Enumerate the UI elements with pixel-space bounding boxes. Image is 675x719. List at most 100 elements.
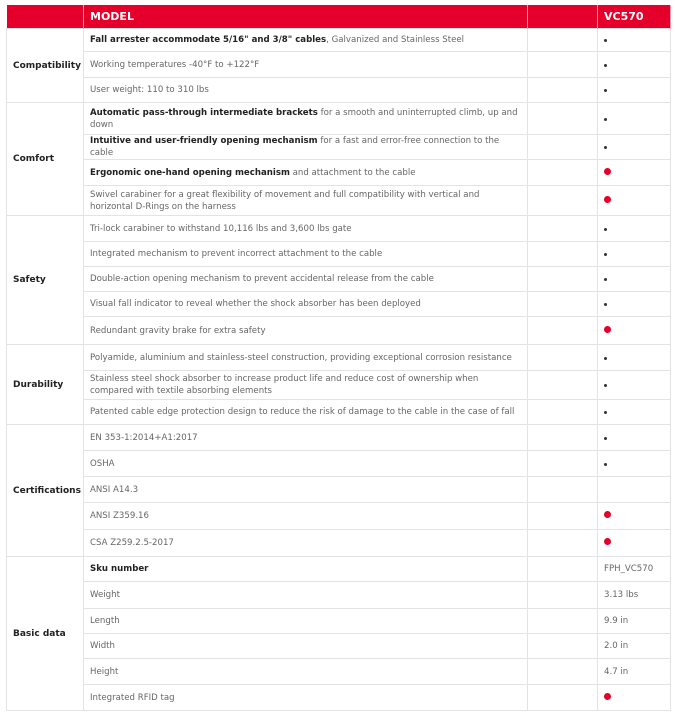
bullet-icon xyxy=(604,89,607,92)
table-row: CSA Z259.2.5-2017 xyxy=(7,529,671,557)
blank-cell xyxy=(527,134,598,160)
blank-cell xyxy=(527,608,598,634)
blank-cell xyxy=(527,51,598,78)
feature-text: Double-action opening mechanism to preve… xyxy=(90,274,434,284)
value-cell xyxy=(597,529,671,557)
blank-cell xyxy=(527,684,598,711)
comparison-table: MODEL VC570 Compatibility Fall arrester a… xyxy=(6,5,671,711)
value-cell xyxy=(597,344,671,371)
value-text: 2.0 in xyxy=(604,641,629,651)
header-row: MODEL VC570 xyxy=(6,5,671,29)
blank-cell xyxy=(527,77,598,103)
value-cell xyxy=(597,450,671,477)
feature-text: EN 353-1:2014+A1:2017 xyxy=(90,432,198,443)
feature-cell: EN 353-1:2014+A1:2017 xyxy=(83,424,528,451)
category-label: Compatibility xyxy=(6,28,84,103)
feature-cell: Automatic pass-through intermediate brac… xyxy=(83,102,528,135)
value-cell xyxy=(597,684,671,711)
blank-cell xyxy=(527,185,598,216)
blank-cell xyxy=(527,450,598,477)
feature-text: Width xyxy=(90,641,115,651)
feature-cell: Stainless steel shock absorber to increa… xyxy=(83,370,528,400)
blank-cell xyxy=(527,370,598,400)
blank-cell xyxy=(527,159,598,186)
feature-cell: Height xyxy=(83,658,528,685)
red-dot-icon xyxy=(604,195,611,203)
table-row: Ergonomic one-hand opening mechanism and… xyxy=(7,159,671,186)
category-label: Safety xyxy=(6,215,84,345)
blank-cell xyxy=(527,424,598,451)
bullet-icon xyxy=(604,278,607,281)
value-cell: 4.7 in xyxy=(597,658,671,685)
bullet-icon xyxy=(604,384,607,387)
blank-cell xyxy=(527,529,598,557)
value-cell xyxy=(597,28,671,52)
table-row: ANSI Z359.16 xyxy=(7,502,671,530)
feature-cell: User weight: 110 to 310 lbs xyxy=(83,77,528,103)
feature-text: CSA Z259.2.5-2017 xyxy=(90,538,174,548)
value-cell xyxy=(597,399,671,425)
feature-bold: Automatic pass-through intermediate brac… xyxy=(90,107,318,118)
feature-bold: Intuitive and user-friendly opening mech… xyxy=(90,136,318,146)
bullet-icon xyxy=(604,227,607,231)
table-row: Basic data Sku number FPH_VC570 xyxy=(6,556,671,711)
bullet-icon xyxy=(604,146,607,149)
bullet-icon xyxy=(604,356,607,360)
blank-cell xyxy=(527,102,598,135)
red-dot-icon xyxy=(604,325,611,333)
blank-cell xyxy=(527,291,598,317)
table-row: Weight 3.13 lbs xyxy=(7,581,671,609)
feature-cell: OSHA xyxy=(83,450,528,477)
bullet-icon xyxy=(604,117,607,121)
value-text: 3.13 lbs xyxy=(604,590,639,600)
feature-text: ANSI Z359.16 xyxy=(90,511,149,521)
blank-cell xyxy=(527,633,598,659)
table-row: Height 4.7 in xyxy=(7,658,671,685)
category-label: Basic data xyxy=(6,556,84,711)
category-label: Certifications xyxy=(6,424,84,557)
blank-cell xyxy=(527,581,598,609)
table-row: User weight: 110 to 310 lbs xyxy=(7,77,671,103)
value-cell xyxy=(597,476,671,503)
feature-text: Polyamide, aluminium and stainless-steel… xyxy=(90,352,512,363)
category-label: Durability xyxy=(6,344,84,425)
feature-text: Swivel carabiner for a great flexibility… xyxy=(90,189,480,212)
table-row: Compatibility Fall arrester accommodate 5… xyxy=(6,28,671,103)
value-cell xyxy=(597,134,671,160)
value-cell xyxy=(597,370,671,400)
feature-text: for a smooth and uninterrupted climb, up… xyxy=(90,107,518,130)
feature-bold: Ergonomic one-hand opening mechanism xyxy=(90,167,290,178)
feature-cell: Swivel carabiner for a great flexibility… xyxy=(83,185,528,216)
value-cell: 3.13 lbs xyxy=(597,581,671,609)
value-cell: 2.0 in xyxy=(597,633,671,659)
feature-text: OSHA xyxy=(90,458,115,469)
table-row: ANSI A14.3 xyxy=(7,476,671,503)
table-row: Intuitive and user-friendly opening mech… xyxy=(7,134,671,160)
blank-cell xyxy=(527,266,598,292)
value-cell xyxy=(597,102,671,135)
header-product: VC570 xyxy=(597,5,671,29)
value-text: 4.7 in xyxy=(604,666,629,677)
blank-cell xyxy=(527,241,598,267)
value-cell xyxy=(597,77,671,103)
blank-cell xyxy=(527,658,598,685)
value-cell xyxy=(597,502,671,530)
red-dot-icon xyxy=(604,692,611,700)
feature-text: , Galvanized and Stainless Steel xyxy=(326,35,465,45)
feature-cell: Ergonomic one-hand opening mechanism and… xyxy=(83,159,528,186)
bullet-icon xyxy=(604,63,607,67)
bullet-icon xyxy=(604,253,607,256)
feature-text: Height xyxy=(90,666,119,677)
blank-cell xyxy=(527,28,598,52)
feature-cell: Fall arrester accommodate 5/16" and 3/8"… xyxy=(83,28,528,52)
feature-cell: Visual fall indicator to reveal whether … xyxy=(83,291,528,317)
header-category xyxy=(6,5,84,29)
table-row: Safety Tri-lock carabiner to withstand 10… xyxy=(6,215,671,345)
table-row: Integrated mechanism to prevent incorrec… xyxy=(7,241,671,267)
feature-text: Stainless steel shock absorber to increa… xyxy=(90,374,479,396)
table-row: Double-action opening mechanism to preve… xyxy=(7,266,671,292)
feature-text: Integrated RFID tag xyxy=(90,692,175,703)
blank-cell xyxy=(527,215,598,242)
feature-text: Weight xyxy=(90,590,120,600)
header-model: MODEL xyxy=(83,5,528,29)
